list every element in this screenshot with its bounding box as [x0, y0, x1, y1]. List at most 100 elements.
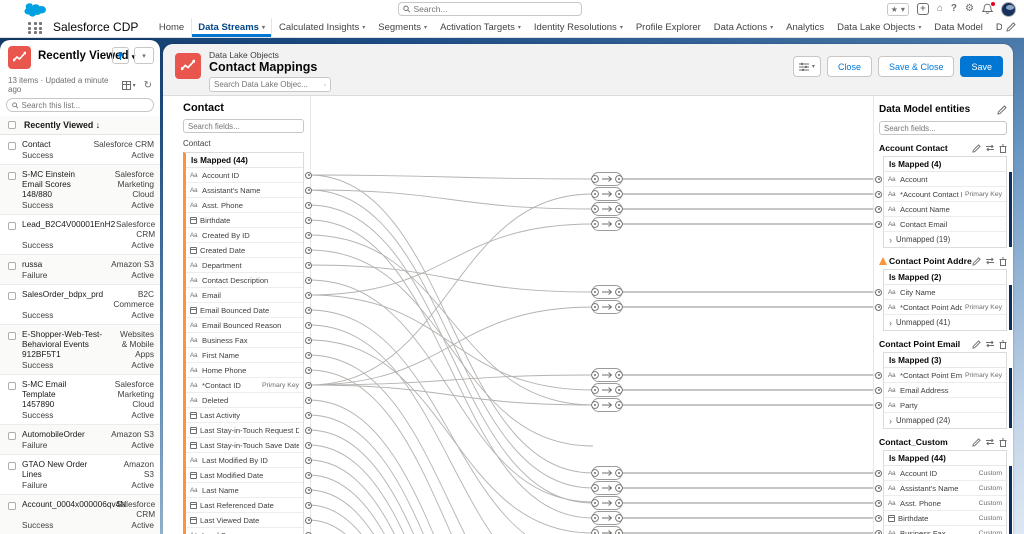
connector-node[interactable] — [305, 171, 312, 179]
connector-node[interactable] — [305, 366, 312, 374]
source-field-row[interactable]: Aa Account ID — [186, 168, 312, 183]
remap-icon[interactable] — [985, 257, 995, 265]
connector-node[interactable] — [305, 531, 312, 534]
connector-node[interactable] — [305, 246, 312, 254]
source-field-row[interactable]: Aa Contact Description — [186, 273, 312, 288]
target-field-row[interactable]: Aa City Name — [875, 285, 1006, 300]
tab-identity-resolutions[interactable]: Identity Resolutions ▾ — [527, 18, 629, 37]
connector-node[interactable] — [305, 471, 312, 479]
source-field-row[interactable]: Aa Asst. Phone — [186, 198, 312, 213]
edit-pencil-icon[interactable] — [972, 256, 981, 266]
list-item[interactable]: Lead_B2C4V00001EnH2 Salesforce CRM Success… — [0, 215, 160, 255]
source-field-row[interactable]: Aa Department — [186, 258, 312, 273]
transform-pill[interactable] — [591, 217, 623, 231]
connector-node[interactable] — [875, 484, 882, 492]
tab-activation-targets[interactable]: Activation Targets ▾ — [434, 18, 528, 37]
row-checkbox[interactable] — [8, 142, 16, 150]
list-item[interactable]: E-Shopper-Web-Test-Behavioral Events 912… — [0, 325, 160, 375]
source-field-search-input[interactable] — [188, 121, 299, 131]
source-field-row[interactable]: Aa *Contact ID Primary Key — [186, 378, 312, 393]
close-button[interactable]: Close — [826, 56, 872, 77]
target-field-row[interactable]: Aa Party — [875, 398, 1006, 413]
select-all-checkbox[interactable] — [8, 121, 16, 129]
list-item[interactable]: S-MC Einstein Email Scores 148/880 Salesf… — [0, 165, 160, 215]
connector-node[interactable] — [875, 386, 882, 394]
connector-node[interactable] — [305, 501, 312, 509]
tab-data-model[interactable]: Data Model — [928, 18, 990, 37]
connector-node[interactable] — [875, 175, 882, 183]
row-checkbox[interactable] — [8, 222, 16, 230]
list-item[interactable]: SalesOrder_bdpx_prd B2C Commerce Success Ac… — [0, 285, 160, 325]
list-item[interactable]: S-MC Email Template 1457890 Salesforce Ma… — [0, 375, 160, 425]
transform-pill[interactable] — [591, 172, 623, 186]
connector-node[interactable] — [875, 529, 882, 534]
delete-trash-icon[interactable] — [999, 144, 1007, 153]
target-field-row[interactable]: Aa Asst. Phone Custom — [875, 496, 1006, 511]
tab-data-explorer[interactable]: Data Explorer — [989, 18, 1002, 37]
connector-node[interactable] — [305, 441, 312, 449]
target-field-row[interactable]: Aa Assistant's Name Custom — [875, 481, 1006, 496]
connector-node[interactable] — [305, 456, 312, 464]
source-field-row[interactable]: Aa Email — [186, 288, 312, 303]
connector-node[interactable] — [875, 499, 882, 507]
global-search[interactable] — [398, 2, 582, 16]
connector-node[interactable] — [305, 261, 312, 269]
list-item[interactable]: russa Amazon S3 Failure Active — [0, 255, 160, 285]
unmapped-toggle[interactable]: › Unmapped (19) — [884, 232, 1006, 247]
app-launcher-icon[interactable] — [28, 21, 43, 35]
delete-trash-icon[interactable] — [999, 340, 1007, 349]
connector-node[interactable] — [305, 516, 312, 524]
row-checkbox[interactable] — [8, 502, 16, 510]
connector-node[interactable] — [305, 396, 312, 404]
transform-pill[interactable] — [591, 202, 623, 216]
target-field-row[interactable]: Aa Contact Email — [875, 217, 1006, 232]
edit-pencil-icon[interactable] — [972, 339, 981, 349]
transform-pill[interactable] — [591, 383, 623, 397]
row-checkbox[interactable] — [8, 332, 16, 340]
remap-icon[interactable] — [985, 144, 995, 152]
help-icon[interactable]: ? — [950, 3, 958, 14]
list-search[interactable] — [6, 98, 154, 112]
notifications-button[interactable] — [982, 1, 996, 15]
target-field-row[interactable]: Aa Account — [875, 172, 1006, 187]
tab-segments[interactable]: Segments ▾ — [372, 18, 434, 37]
tab-analytics[interactable]: Analytics — [780, 18, 831, 37]
source-field-row[interactable]: Last Stay-in-Touch Save Date — [186, 438, 312, 453]
connector-node[interactable] — [305, 201, 312, 209]
source-field-row[interactable]: Birthdate — [186, 213, 312, 228]
tab-data-lake-objects[interactable]: Data Lake Objects ▾ — [831, 18, 928, 37]
refresh-icon[interactable]: ↻ — [143, 79, 152, 91]
target-field-search[interactable] — [879, 121, 1007, 135]
connector-node[interactable] — [305, 381, 312, 389]
global-search-input[interactable] — [413, 4, 577, 14]
row-checkbox[interactable] — [8, 432, 16, 440]
unmapped-toggle[interactable]: › Unmapped (24) — [884, 413, 1006, 428]
connector-node[interactable] — [305, 486, 312, 494]
connector-node[interactable] — [875, 220, 882, 228]
source-field-row[interactable]: AaLead Source — [186, 528, 312, 534]
display-as-button[interactable]: ▾ — [121, 80, 136, 90]
row-checkbox[interactable] — [8, 292, 16, 300]
connector-node[interactable] — [875, 288, 882, 296]
source-field-row[interactable]: Aa First Name — [186, 348, 312, 363]
list-column-header[interactable]: Recently Viewed ↓ — [0, 116, 160, 135]
connector-node[interactable] — [305, 186, 312, 194]
tab-home[interactable]: Home — [152, 18, 190, 37]
transform-pill[interactable] — [591, 300, 623, 314]
dlo-search[interactable] — [209, 77, 331, 92]
source-field-row[interactable]: Aa Created By ID — [186, 228, 312, 243]
list-item[interactable]: AutomobileOrder Amazon S3 Failure Active — [0, 425, 160, 455]
source-field-row[interactable]: Last Referenced Date — [186, 498, 312, 513]
connector-node[interactable] — [305, 411, 312, 419]
connector-node[interactable] — [875, 469, 882, 477]
connector-node[interactable] — [875, 401, 882, 409]
connector-node[interactable] — [305, 336, 312, 344]
view-options-button[interactable]: ▾ — [792, 56, 821, 77]
list-search-input[interactable] — [21, 100, 148, 110]
pin-list-button[interactable] — [112, 47, 129, 64]
tab-profile-explorer[interactable]: Profile Explorer — [629, 18, 707, 37]
source-field-row[interactable]: Last Viewed Date — [186, 513, 312, 528]
connector-node[interactable] — [875, 371, 882, 379]
row-checkbox[interactable] — [8, 172, 16, 180]
